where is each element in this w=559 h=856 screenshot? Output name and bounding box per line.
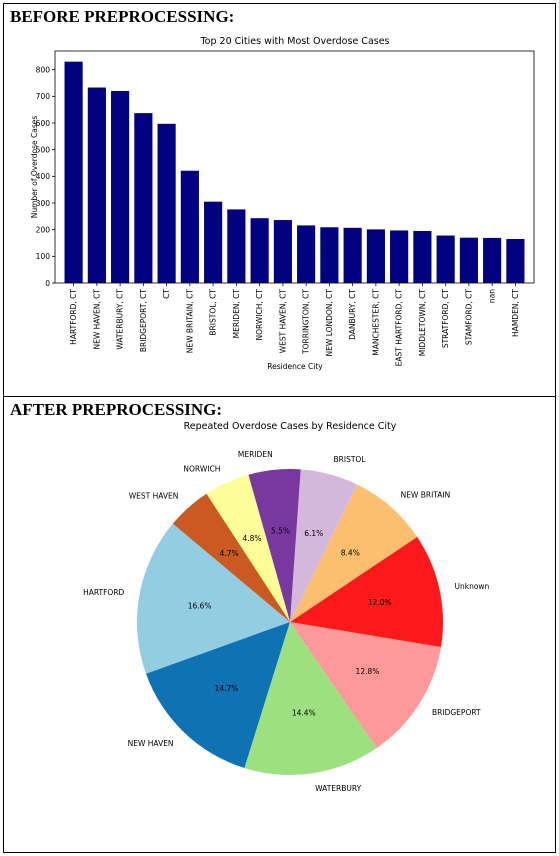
bar-axes-frame <box>54 50 535 284</box>
pie-percent-label: 5.5% <box>271 526 290 535</box>
bar-x-axis-label: Residence City <box>267 362 323 371</box>
bar <box>297 225 316 283</box>
bar <box>436 235 455 283</box>
y-tick-label: 800 <box>36 65 51 74</box>
y-tick-label: 400 <box>36 172 51 181</box>
x-tick-label: STAMFORD, CT <box>464 289 473 346</box>
pie-slice <box>206 474 290 622</box>
x-tick-label: MANCHESTER, CT <box>371 289 380 356</box>
pie-slice <box>248 468 301 622</box>
bar <box>273 220 292 283</box>
x-tick-label: EAST HARTFORD, CT <box>395 289 404 367</box>
pie-slice <box>290 622 441 749</box>
bar <box>157 123 176 283</box>
bar-chart: Top 20 Cities with Most Overdose Cases 0… <box>30 36 535 371</box>
pie-percent-label: 14.4% <box>292 708 316 717</box>
bar <box>227 209 246 283</box>
bar <box>343 227 362 283</box>
x-tick-label: NORWICH, CT <box>255 289 264 341</box>
bar <box>413 231 432 283</box>
bar <box>87 87 106 284</box>
figure-frame <box>3 3 556 853</box>
x-tick-label: WATERBURY, CT <box>116 289 125 350</box>
y-tick-label: 200 <box>36 225 51 234</box>
pie-slice-label: NEW BRITAIN <box>401 491 451 500</box>
bar <box>390 230 409 283</box>
pie-slice-label: WEST HAVEN <box>129 492 179 501</box>
y-tick-label: 500 <box>36 145 51 154</box>
bar-chart-title: Top 20 Cities with Most Overdose Cases <box>199 36 389 47</box>
x-tick-label: MIDDLETOWN, CT <box>418 289 427 357</box>
bar <box>64 61 83 283</box>
bar <box>134 113 153 283</box>
pie-slice-label: NEW HAVEN <box>128 739 174 748</box>
pie-percent-label: 12.0% <box>368 598 392 607</box>
bar-series <box>64 61 525 284</box>
bar <box>366 229 385 283</box>
pie-slice-labels: HARTFORD NEW HAVEN WATERBURY BRIDGEPORT Unkn… <box>83 450 489 793</box>
x-tick-label: BRIDGEPORT, CT <box>139 289 148 353</box>
x-tick-label: STRATFORD, CT <box>441 289 450 349</box>
pie-slice-label: HARTFORD <box>83 588 124 597</box>
before-section-title: BEFORE PREPROCESSING: <box>10 7 235 26</box>
pie-slice <box>290 536 444 647</box>
x-tick-label: HAMDEN, CT <box>511 289 520 337</box>
x-tick-label: DANBURY, CT <box>348 289 357 340</box>
bar <box>180 170 199 283</box>
pie-slice <box>290 469 357 622</box>
x-tick-label: BRISTOL, CT <box>209 289 218 336</box>
pie-percent-labels: 16.6% 14.7% 14.4% 12.8% 12.0% 8.4% 6.1% 5.5% 4.8… <box>188 526 392 717</box>
pie-slice-label: NORWICH <box>183 464 220 473</box>
bar-y-axis-label: Number of Overdose Cases <box>30 116 39 219</box>
x-tick-label: CT <box>162 289 171 299</box>
y-tick-label: 700 <box>36 92 51 101</box>
y-tick-label: 100 <box>36 252 51 261</box>
pie-slice <box>146 622 290 769</box>
bar <box>204 201 223 283</box>
pie-percent-label: 4.8% <box>242 534 261 543</box>
bar <box>320 227 339 283</box>
x-tick-label: NEW BRITAIN, CT <box>185 289 194 354</box>
x-tick-label: NEW LONDON, CT <box>325 289 334 357</box>
bar <box>459 237 478 283</box>
y-tick-label: 300 <box>36 199 51 208</box>
after-section-title: AFTER PREPROCESSING: <box>10 400 223 419</box>
pie-percent-label: 16.6% <box>188 601 212 610</box>
pie-slice-label: Unknown <box>454 582 489 591</box>
pie-slice <box>290 484 418 622</box>
pie-percent-label: 8.4% <box>341 548 360 557</box>
y-tick-label: 0 <box>45 279 50 288</box>
pie-slice <box>137 523 290 674</box>
pie-chart-title: Repeated Overdose Cases by Residence Cit… <box>184 421 397 432</box>
section-divider <box>3 396 556 397</box>
pie-slices <box>137 468 444 775</box>
x-tick-label: HARTFORD, CT <box>69 289 78 345</box>
pie-slice-label: BRIDGEPORT <box>432 708 481 717</box>
x-tick-label: MERIDEN, CT <box>232 289 241 339</box>
bar <box>506 239 525 283</box>
bar <box>250 218 269 283</box>
pie-percent-label: 4.7% <box>220 549 239 558</box>
bar <box>111 91 130 283</box>
x-tick-label: nan <box>488 289 497 303</box>
bar-y-ticks: 0 100 200 300 400 500 600 700 800 <box>36 65 55 288</box>
pie-percent-label: 14.7% <box>215 684 239 693</box>
x-tick-label: NEW HAVEN, CT <box>92 289 101 350</box>
y-tick-label: 600 <box>36 119 51 128</box>
bar <box>483 237 502 283</box>
x-tick-label: WEST HAVEN, CT <box>278 289 287 354</box>
pie-slice-label: BRISTOL <box>334 455 367 464</box>
bar-x-tick-labels: HARTFORD, CT NEW HAVEN, CT WATERBURY, CT BR… <box>69 283 520 366</box>
pie-percent-label: 12.8% <box>356 667 380 676</box>
x-tick-label: TORRINGTON, CT <box>302 289 311 355</box>
pie-slice <box>172 493 290 622</box>
pie-slice-label: MERIDEN <box>238 450 273 459</box>
pie-percent-label: 6.1% <box>304 529 323 538</box>
pie-slice <box>244 622 377 775</box>
pie-slice-label: WATERBURY <box>315 784 361 793</box>
